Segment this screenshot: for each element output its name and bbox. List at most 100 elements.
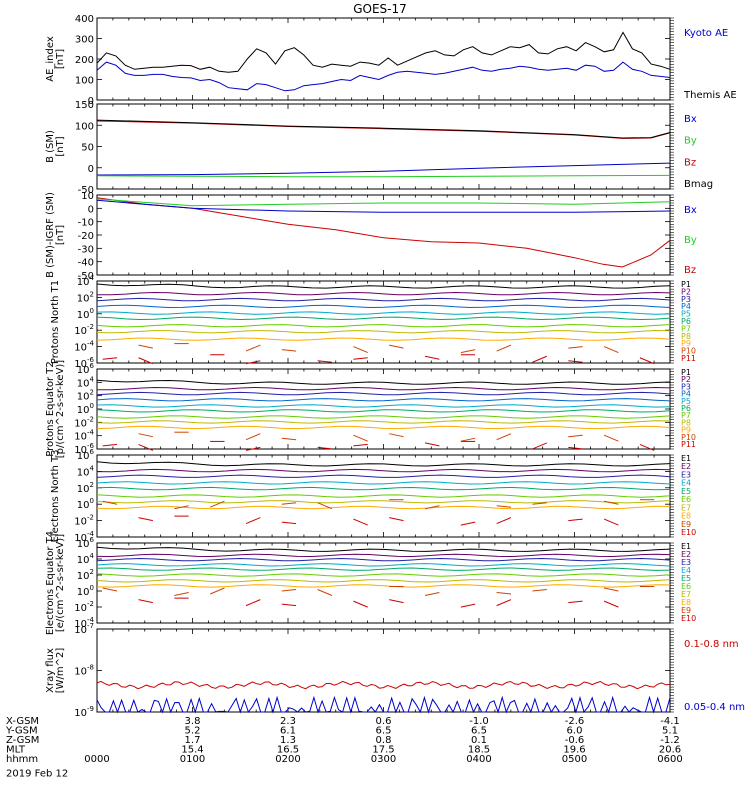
flux-segment-e10 bbox=[460, 603, 476, 608]
y-axis-label: [p/(cm^2-s-sr-keV)] bbox=[55, 360, 66, 459]
channel-label-e2: E2 bbox=[681, 550, 691, 559]
y-tick-label: 10-9 bbox=[74, 705, 94, 719]
flux-segment-p10 bbox=[353, 346, 368, 354]
y-tick-label: 100 bbox=[77, 497, 94, 511]
channel-label-e9: E9 bbox=[681, 606, 691, 615]
y-tick-label: 100 bbox=[75, 121, 94, 132]
channel-label-p2: P2 bbox=[681, 375, 691, 384]
flux-segment-p10 bbox=[138, 344, 153, 349]
y-tick-label: 100 bbox=[77, 402, 94, 416]
flux-segment-p11 bbox=[532, 442, 547, 450]
flux-line-p4 bbox=[96, 398, 671, 402]
y-axis-label: Protons Equator T2 bbox=[45, 361, 56, 457]
y-tick-label: 10-2 bbox=[74, 514, 94, 528]
channel-label-e7: E7 bbox=[681, 590, 691, 599]
axis-row-value: 0300 bbox=[371, 754, 396, 765]
axis-row-value: 0.1 bbox=[471, 735, 487, 746]
axis-row-value: 3.8 bbox=[185, 716, 201, 727]
axis-row-value: 20.6 bbox=[659, 745, 681, 756]
y-tick-label: 102 bbox=[77, 389, 94, 403]
y-tick-label: 150 bbox=[75, 100, 94, 111]
flux-line-p8 bbox=[96, 329, 671, 334]
flux-segment-e9 bbox=[424, 592, 440, 596]
channel-label-p10: P10 bbox=[681, 433, 696, 442]
flux-segment-e9 bbox=[604, 500, 619, 505]
flux-segment-e10 bbox=[281, 521, 297, 525]
flux-segment-e9 bbox=[209, 587, 225, 595]
xray-line-0 bbox=[96, 680, 671, 690]
axis-row-value: -0.6 bbox=[565, 735, 585, 746]
channel-label-e7: E7 bbox=[681, 503, 691, 512]
legend-by: By bbox=[684, 136, 697, 147]
flux-segment-p11 bbox=[317, 446, 332, 450]
axis-row-value: 15.4 bbox=[181, 745, 203, 756]
channel-label-e2: E2 bbox=[681, 462, 691, 471]
channel-label-p10: P10 bbox=[681, 347, 696, 356]
axis-row-value: 19.6 bbox=[563, 745, 585, 756]
axis-row-value: 0000 bbox=[84, 754, 109, 765]
channel-label-e10: E10 bbox=[681, 528, 696, 537]
flux-segment-e9 bbox=[102, 587, 118, 592]
flux-line-p5 bbox=[96, 311, 671, 315]
channel-label-p8: P8 bbox=[681, 418, 691, 427]
flux-segment-e10 bbox=[603, 518, 619, 526]
flux-segment-p11 bbox=[102, 443, 118, 447]
flux-segment-e10 bbox=[568, 600, 583, 604]
flux-segment-e10 bbox=[353, 518, 368, 526]
channel-label-e3: E3 bbox=[681, 558, 691, 567]
axis-row-value: 0.6 bbox=[376, 716, 392, 727]
channel-label-p1: P1 bbox=[681, 280, 691, 289]
channel-label-p7: P7 bbox=[681, 324, 691, 333]
flux-line-e7 bbox=[96, 579, 671, 583]
flux-segment-p10 bbox=[568, 346, 583, 349]
axis-row-value: 17.5 bbox=[372, 745, 394, 756]
channel-label-e1: E1 bbox=[681, 454, 691, 463]
flux-segment-p11 bbox=[568, 360, 583, 363]
flux-segment-p10 bbox=[281, 349, 297, 352]
y-axis-label: AE_index bbox=[45, 36, 56, 82]
y-tick-label: 10-2 bbox=[74, 323, 94, 337]
y-tick-label: 300 bbox=[75, 35, 94, 46]
y-tick-label: 10-4 bbox=[74, 340, 94, 354]
axis-row-value: 1.7 bbox=[185, 735, 201, 746]
flux-line-e5 bbox=[96, 567, 671, 571]
flux-segment-p10 bbox=[138, 433, 153, 438]
channel-label-p4: P4 bbox=[681, 390, 691, 399]
axis-row-value: 0.8 bbox=[376, 735, 392, 746]
flux-segment-e10 bbox=[460, 521, 476, 526]
y-tick-label: 0 bbox=[88, 96, 94, 107]
y-tick-label: -20 bbox=[78, 231, 94, 242]
flux-segment-p11 bbox=[245, 446, 261, 451]
legend-0-05-0-4-nm: 0.05-0.4 nm bbox=[684, 702, 745, 713]
flux-segment-e10 bbox=[603, 600, 619, 608]
channel-label-e6: E6 bbox=[681, 495, 691, 504]
flux-segment-e10 bbox=[496, 517, 512, 525]
y-tick-label: 104 bbox=[77, 375, 95, 389]
channel-label-p7: P7 bbox=[681, 411, 691, 420]
y-tick-label: 10-2 bbox=[74, 415, 94, 429]
flux-segment-p10 bbox=[568, 434, 583, 438]
flux-line-e2 bbox=[96, 553, 671, 558]
flux-line-e4 bbox=[96, 563, 671, 567]
axis-row-value: 0600 bbox=[657, 754, 682, 765]
flux-segment-e9 bbox=[532, 502, 547, 505]
legend-0-1-0-8-nm: 0.1-0.8 nm bbox=[684, 639, 739, 650]
flux-line-p3 bbox=[96, 297, 671, 302]
flux-segment-p10 bbox=[603, 346, 619, 354]
flux-segment-e9 bbox=[281, 589, 297, 592]
series-line-bz bbox=[96, 197, 671, 268]
flux-segment-p10 bbox=[281, 437, 297, 441]
flux-segment-p11 bbox=[317, 360, 332, 363]
y-tick-label: 50 bbox=[81, 143, 94, 154]
flux-segment-p11 bbox=[639, 357, 655, 365]
channel-label-p4: P4 bbox=[681, 302, 691, 311]
flux-segment-e10 bbox=[245, 599, 261, 607]
axis-row-value: 2.3 bbox=[280, 716, 296, 727]
y-tick-label: 10 bbox=[81, 191, 94, 202]
axis-row-value: 0400 bbox=[466, 754, 491, 765]
flux-segment-e10 bbox=[389, 517, 404, 522]
flux-line-p7 bbox=[96, 415, 671, 419]
flux-line-e5 bbox=[96, 486, 671, 491]
axis-row-value: 0100 bbox=[180, 754, 205, 765]
axis-row-value: 6.1 bbox=[280, 726, 296, 737]
